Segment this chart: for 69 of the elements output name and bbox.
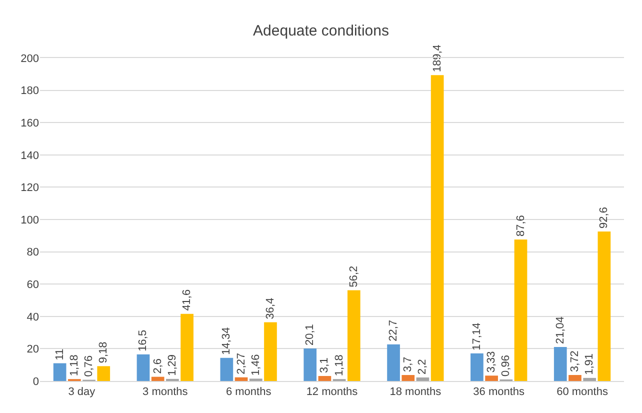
data-label: 189,4 bbox=[431, 44, 444, 72]
y-tick-label: 200 bbox=[20, 52, 39, 65]
bar bbox=[180, 314, 194, 381]
bar bbox=[402, 375, 415, 381]
bar bbox=[514, 240, 528, 381]
x-tick-label: 12 months bbox=[306, 386, 358, 398]
x-tick-label: 60 months bbox=[556, 386, 608, 398]
data-label: 1,46 bbox=[250, 354, 262, 376]
x-tick-label: 18 months bbox=[390, 386, 442, 398]
data-label: 1,18 bbox=[333, 354, 346, 376]
data-label: 2,27 bbox=[235, 352, 248, 374]
bar bbox=[151, 376, 164, 381]
y-tick-label: 60 bbox=[26, 278, 39, 291]
y-tick-label: 180 bbox=[20, 85, 39, 98]
data-label: 1,91 bbox=[584, 354, 596, 375]
y-tick-label: 140 bbox=[20, 150, 39, 162]
y-tick-label: 40 bbox=[26, 311, 39, 324]
bar bbox=[318, 376, 332, 381]
y-tick-label: 160 bbox=[20, 117, 39, 130]
x-tick-label: 3 months bbox=[142, 386, 188, 398]
bar bbox=[485, 376, 498, 381]
data-label: 3,1 bbox=[318, 358, 331, 373]
bar bbox=[583, 378, 596, 381]
chart-title: Adequate conditions bbox=[253, 22, 389, 40]
x-tick-label: 36 months bbox=[473, 386, 526, 398]
data-label: 17,14 bbox=[470, 322, 483, 350]
bar bbox=[220, 358, 234, 381]
data-label: 92,6 bbox=[598, 207, 610, 228]
data-label: 3,72 bbox=[568, 350, 581, 372]
data-label: 1,18 bbox=[68, 354, 80, 376]
data-label: 20,1 bbox=[304, 324, 316, 346]
data-label: 2,6 bbox=[152, 358, 164, 374]
data-label: 22,7 bbox=[388, 320, 400, 342]
data-label: 41,6 bbox=[181, 289, 194, 311]
data-label: 36,4 bbox=[264, 298, 276, 320]
bar bbox=[304, 348, 317, 381]
data-label: 56,2 bbox=[348, 266, 360, 288]
x-tick-label: 3 day bbox=[68, 386, 96, 398]
data-label: 0,96 bbox=[500, 355, 512, 376]
bar bbox=[136, 354, 150, 381]
y-tick-label: 100 bbox=[20, 214, 39, 226]
data-label: 11 bbox=[54, 348, 66, 360]
bar bbox=[234, 377, 248, 381]
data-label: 3,7 bbox=[402, 356, 414, 372]
data-label: 16,5 bbox=[137, 330, 150, 352]
bar bbox=[470, 353, 484, 381]
y-tick-label: 0 bbox=[32, 376, 39, 388]
data-label: 87,6 bbox=[514, 215, 527, 237]
y-tick-label: 120 bbox=[20, 182, 39, 194]
data-label: 2,2 bbox=[416, 359, 429, 374]
bar bbox=[554, 347, 567, 381]
bar bbox=[598, 231, 611, 381]
bar bbox=[416, 377, 430, 381]
y-tick-label: 20 bbox=[26, 344, 39, 356]
data-label: 14,34 bbox=[220, 327, 233, 355]
x-tick-label: 6 months bbox=[226, 386, 272, 398]
bar bbox=[264, 322, 277, 381]
bar bbox=[97, 366, 110, 381]
data-label: 21,04 bbox=[554, 316, 566, 344]
bar bbox=[387, 344, 400, 381]
data-label: 9,18 bbox=[98, 342, 110, 364]
data-label: 3,33 bbox=[486, 351, 498, 373]
data-label: 1,29 bbox=[166, 354, 178, 376]
bar bbox=[430, 75, 444, 381]
bar bbox=[53, 363, 66, 381]
y-tick-label: 80 bbox=[26, 246, 39, 259]
data-label: 0,76 bbox=[83, 355, 96, 377]
bar bbox=[568, 374, 582, 381]
bar bbox=[347, 290, 360, 381]
